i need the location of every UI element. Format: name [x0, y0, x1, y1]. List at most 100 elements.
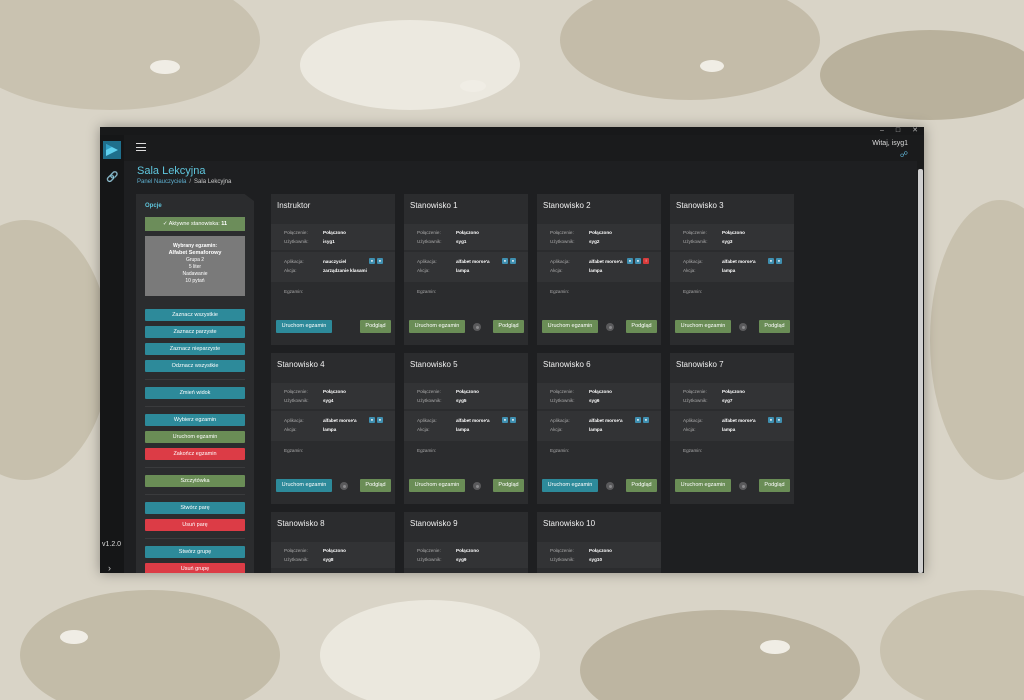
maximize-icon[interactable]: □	[896, 127, 900, 135]
end-exam-button[interactable]: Zakończ egzamin	[145, 448, 245, 460]
active-stations-badge: ✓ Aktywne stanowiska: 11	[145, 217, 245, 231]
user-value: syg2	[589, 239, 599, 244]
app-badges: ● ●	[768, 258, 782, 264]
app-info-icon[interactable]: ●	[369, 417, 375, 423]
card-title: Stanowisko 4	[277, 360, 325, 369]
instructor-card[interactable]: Instruktor Połączenie: Połączono Użytkownik…	[271, 194, 395, 345]
breadcrumb-link-panel[interactable]: Panel Nauczyciela	[137, 179, 186, 185]
close-icon[interactable]: ✕	[912, 127, 918, 135]
connection-label: Połączenie:	[683, 230, 707, 235]
select-all-button[interactable]: Zaznacz wszystkie	[145, 309, 245, 321]
action-value: lampa	[589, 268, 602, 273]
station-card[interactable]: Stanowisko 10 Połączenie: Połączono Użytkow…	[537, 512, 661, 573]
user-value: syg9	[456, 557, 466, 562]
connection-value: Połączono	[722, 230, 745, 235]
status-indicator-icon	[606, 482, 614, 490]
preview-button[interactable]: Podgląd	[759, 320, 790, 333]
remove-group-button[interactable]: Usuń grupę	[145, 563, 245, 573]
user-label: Użytkownik:	[683, 239, 708, 244]
scrollbar-thumb[interactable]	[918, 169, 923, 573]
app-info-icon[interactable]: ●	[776, 417, 782, 423]
run-exam-button[interactable]: Uruchom egzamin	[675, 320, 731, 333]
minimize-icon[interactable]: –	[880, 127, 884, 135]
app-logo-icon[interactable]	[103, 141, 121, 159]
run-exam-button[interactable]: Uruchom egzamin	[276, 320, 332, 333]
remove-pair-button[interactable]: Usuń parę	[145, 519, 245, 531]
card-title: Stanowisko 5	[410, 360, 458, 369]
user-value: syg3	[722, 239, 732, 244]
station-card[interactable]: Stanowisko 5 Połączenie: Połączono Użytkown…	[404, 353, 528, 504]
connection-section: Połączenie: Połączono Użytkownik: syg9	[404, 542, 528, 568]
app-info-icon[interactable]: ●	[768, 417, 774, 423]
connection-section: Połączenie: Połączono Użytkownik: syg6	[537, 383, 661, 409]
choose-exam-button[interactable]: Wybierz egzamin	[145, 414, 245, 426]
run-exam-button[interactable]: Uruchom egzamin	[542, 479, 598, 492]
app-info-icon[interactable]: ●	[635, 258, 641, 264]
app-window: – □ ✕ 🔗 v1.2.0 › Witaj, isyg1 ☍ Sala Lek…	[100, 127, 924, 573]
action-value: lampa	[589, 427, 602, 432]
run-exam-button[interactable]: Uruchom egzamin	[276, 479, 332, 492]
user-label: Użytkownik:	[284, 557, 309, 562]
station-card[interactable]: Stanowisko 7 Połączenie: Połączono Użytkown…	[670, 353, 794, 504]
run-exam-button[interactable]: Uruchom egzamin	[675, 479, 731, 492]
preview-button[interactable]: Podgląd	[360, 320, 391, 333]
preview-button[interactable]: Podgląd	[626, 479, 657, 492]
select-odd-button[interactable]: Zaznacz nieparzyste	[145, 343, 245, 355]
station-card[interactable]: Stanowisko 4 Połączenie: Połączono Użytkown…	[271, 353, 395, 504]
app-info-icon[interactable]: ●	[377, 417, 383, 423]
exam-label: Egzamin:	[417, 448, 436, 453]
network-icon[interactable]: ☍	[900, 150, 908, 159]
start-exam-button[interactable]: Uruchom egzamin	[145, 431, 245, 443]
app-info-icon[interactable]: ●	[510, 417, 516, 423]
preview-button[interactable]: Podgląd	[493, 320, 524, 333]
station-card[interactable]: Stanowisko 8 Połączenie: Połączono Użytkown…	[271, 512, 395, 573]
preview-button[interactable]: Podgląd	[626, 320, 657, 333]
title-bar: – □ ✕	[100, 127, 924, 135]
quick-button[interactable]: Szczytówka	[145, 475, 245, 487]
app-info-icon[interactable]: ●	[627, 258, 633, 264]
connection-label: Połączenie:	[550, 548, 574, 553]
select-even-button[interactable]: Zaznacz parzyste	[145, 326, 245, 338]
menu-icon[interactable]	[136, 143, 146, 151]
app-info-icon[interactable]: ●	[510, 258, 516, 264]
deselect-all-button[interactable]: Odznacz wszystkie	[145, 360, 245, 372]
preview-button[interactable]: Podgląd	[493, 479, 524, 492]
status-indicator-icon	[739, 323, 747, 331]
station-card[interactable]: Stanowisko 9 Połączenie: Połączono Użytkown…	[404, 512, 528, 573]
station-card[interactable]: Stanowisko 6 Połączenie: Połączono Użytkown…	[537, 353, 661, 504]
app-info-icon[interactable]: ●	[643, 417, 649, 423]
connection-section: Połączenie: Połączono Użytkownik: syg10	[537, 542, 661, 568]
selected-exam-box: Wybrany egzamin: Alfabet Semaforowy Grup…	[145, 236, 245, 296]
station-card[interactable]: Stanowisko 1 Połączenie: Połączono Użytkown…	[404, 194, 528, 345]
app-info-icon[interactable]: ●	[502, 417, 508, 423]
run-exam-button[interactable]: Uruchom egzamin	[409, 479, 465, 492]
station-card[interactable]: Stanowisko 3 Połączenie: Połączono Użytkown…	[670, 194, 794, 345]
application-label: Aplikacja:	[550, 259, 570, 264]
preview-button[interactable]: Podgląd	[759, 479, 790, 492]
exam-label: Egzamin:	[550, 448, 569, 453]
run-exam-button[interactable]: Uruchom egzamin	[542, 320, 598, 333]
app-info-icon[interactable]: ●	[768, 258, 774, 264]
create-pair-button[interactable]: Stwórz parę	[145, 502, 245, 514]
app-info-icon[interactable]: ●	[776, 258, 782, 264]
run-exam-button[interactable]: Uruchom egzamin	[409, 320, 465, 333]
change-view-button[interactable]: Zmień widok	[145, 387, 245, 399]
connection-label: Połączenie:	[550, 230, 574, 235]
app-info-icon[interactable]: ●	[635, 417, 641, 423]
preview-button[interactable]: Podgląd	[360, 479, 391, 492]
user-value: syg1	[456, 239, 466, 244]
link-icon[interactable]: 🔗	[106, 172, 118, 184]
station-card[interactable]: Stanowisko 2 Połączenie: Połączono Użytkown…	[537, 194, 661, 345]
create-group-button[interactable]: Stwórz grupę	[145, 546, 245, 558]
card-title: Stanowisko 8	[277, 519, 325, 528]
app-info-icon[interactable]: ●	[502, 258, 508, 264]
action-value: lampa	[456, 427, 469, 432]
connection-label: Połączenie:	[417, 548, 441, 553]
chevron-right-icon[interactable]: ›	[108, 563, 111, 573]
connection-value: Połączono	[589, 548, 612, 553]
app-info-icon[interactable]: ●	[377, 258, 383, 264]
alert-icon[interactable]: !	[643, 258, 649, 264]
card-title: Stanowisko 3	[676, 201, 724, 210]
app-info-icon[interactable]: ●	[369, 258, 375, 264]
active-stations-count: 11	[221, 221, 227, 227]
